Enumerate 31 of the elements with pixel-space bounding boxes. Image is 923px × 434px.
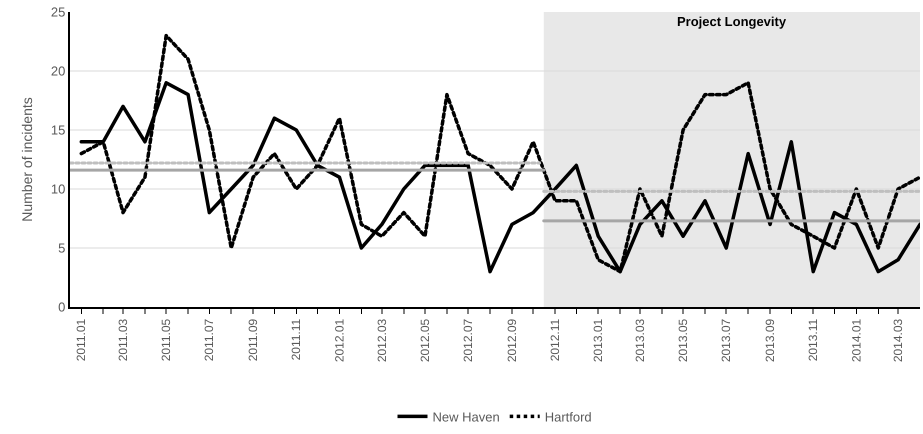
x-tick-label: 2011.07 xyxy=(202,318,216,362)
y-tick-label: 15 xyxy=(50,122,66,138)
y-axis-title: Number of incidents xyxy=(19,97,36,222)
legend-label: New Haven xyxy=(432,409,500,424)
x-tick-label: 2012.03 xyxy=(374,318,389,362)
x-tick-label: 2014.01 xyxy=(849,318,864,362)
x-tick-label: 2011.09 xyxy=(246,318,260,362)
y-tick-label: 25 xyxy=(50,4,66,20)
x-tick-label: 2013.07 xyxy=(719,318,734,362)
legend-label: Hartford xyxy=(544,409,592,424)
x-tick-label: 2012.09 xyxy=(504,318,519,362)
y-tick-label: 5 xyxy=(58,240,66,256)
x-tick-label: 2012.01 xyxy=(332,318,346,362)
line-series xyxy=(80,34,920,274)
x-tick-label: 2011.03 xyxy=(116,318,130,362)
x-tick-label: 2011.05 xyxy=(159,318,174,362)
y-tick-label: 10 xyxy=(50,182,66,197)
x-tick-label: 2012.11 xyxy=(548,318,562,362)
x-tick-label: 2013.01 xyxy=(591,318,606,362)
y-tick-label: 0 xyxy=(58,300,66,315)
y-tick-label: 20 xyxy=(50,64,66,79)
x-tick-label: 2013.05 xyxy=(676,318,690,362)
x-tick-label: 2011.01 xyxy=(74,318,88,362)
x-tick-label: 2012.05 xyxy=(418,318,432,362)
x-tick-label: 2011.11 xyxy=(289,318,304,360)
x-tick-label: 2012.07 xyxy=(461,318,476,362)
x-tick-label: 2013.09 xyxy=(762,318,777,362)
x-tick-label: 2013.11 xyxy=(806,318,820,362)
band-label: Project Longevity xyxy=(677,14,787,29)
x-tick-label: 2013.03 xyxy=(632,318,647,362)
x-tick-label: 2014.03 xyxy=(890,318,905,362)
